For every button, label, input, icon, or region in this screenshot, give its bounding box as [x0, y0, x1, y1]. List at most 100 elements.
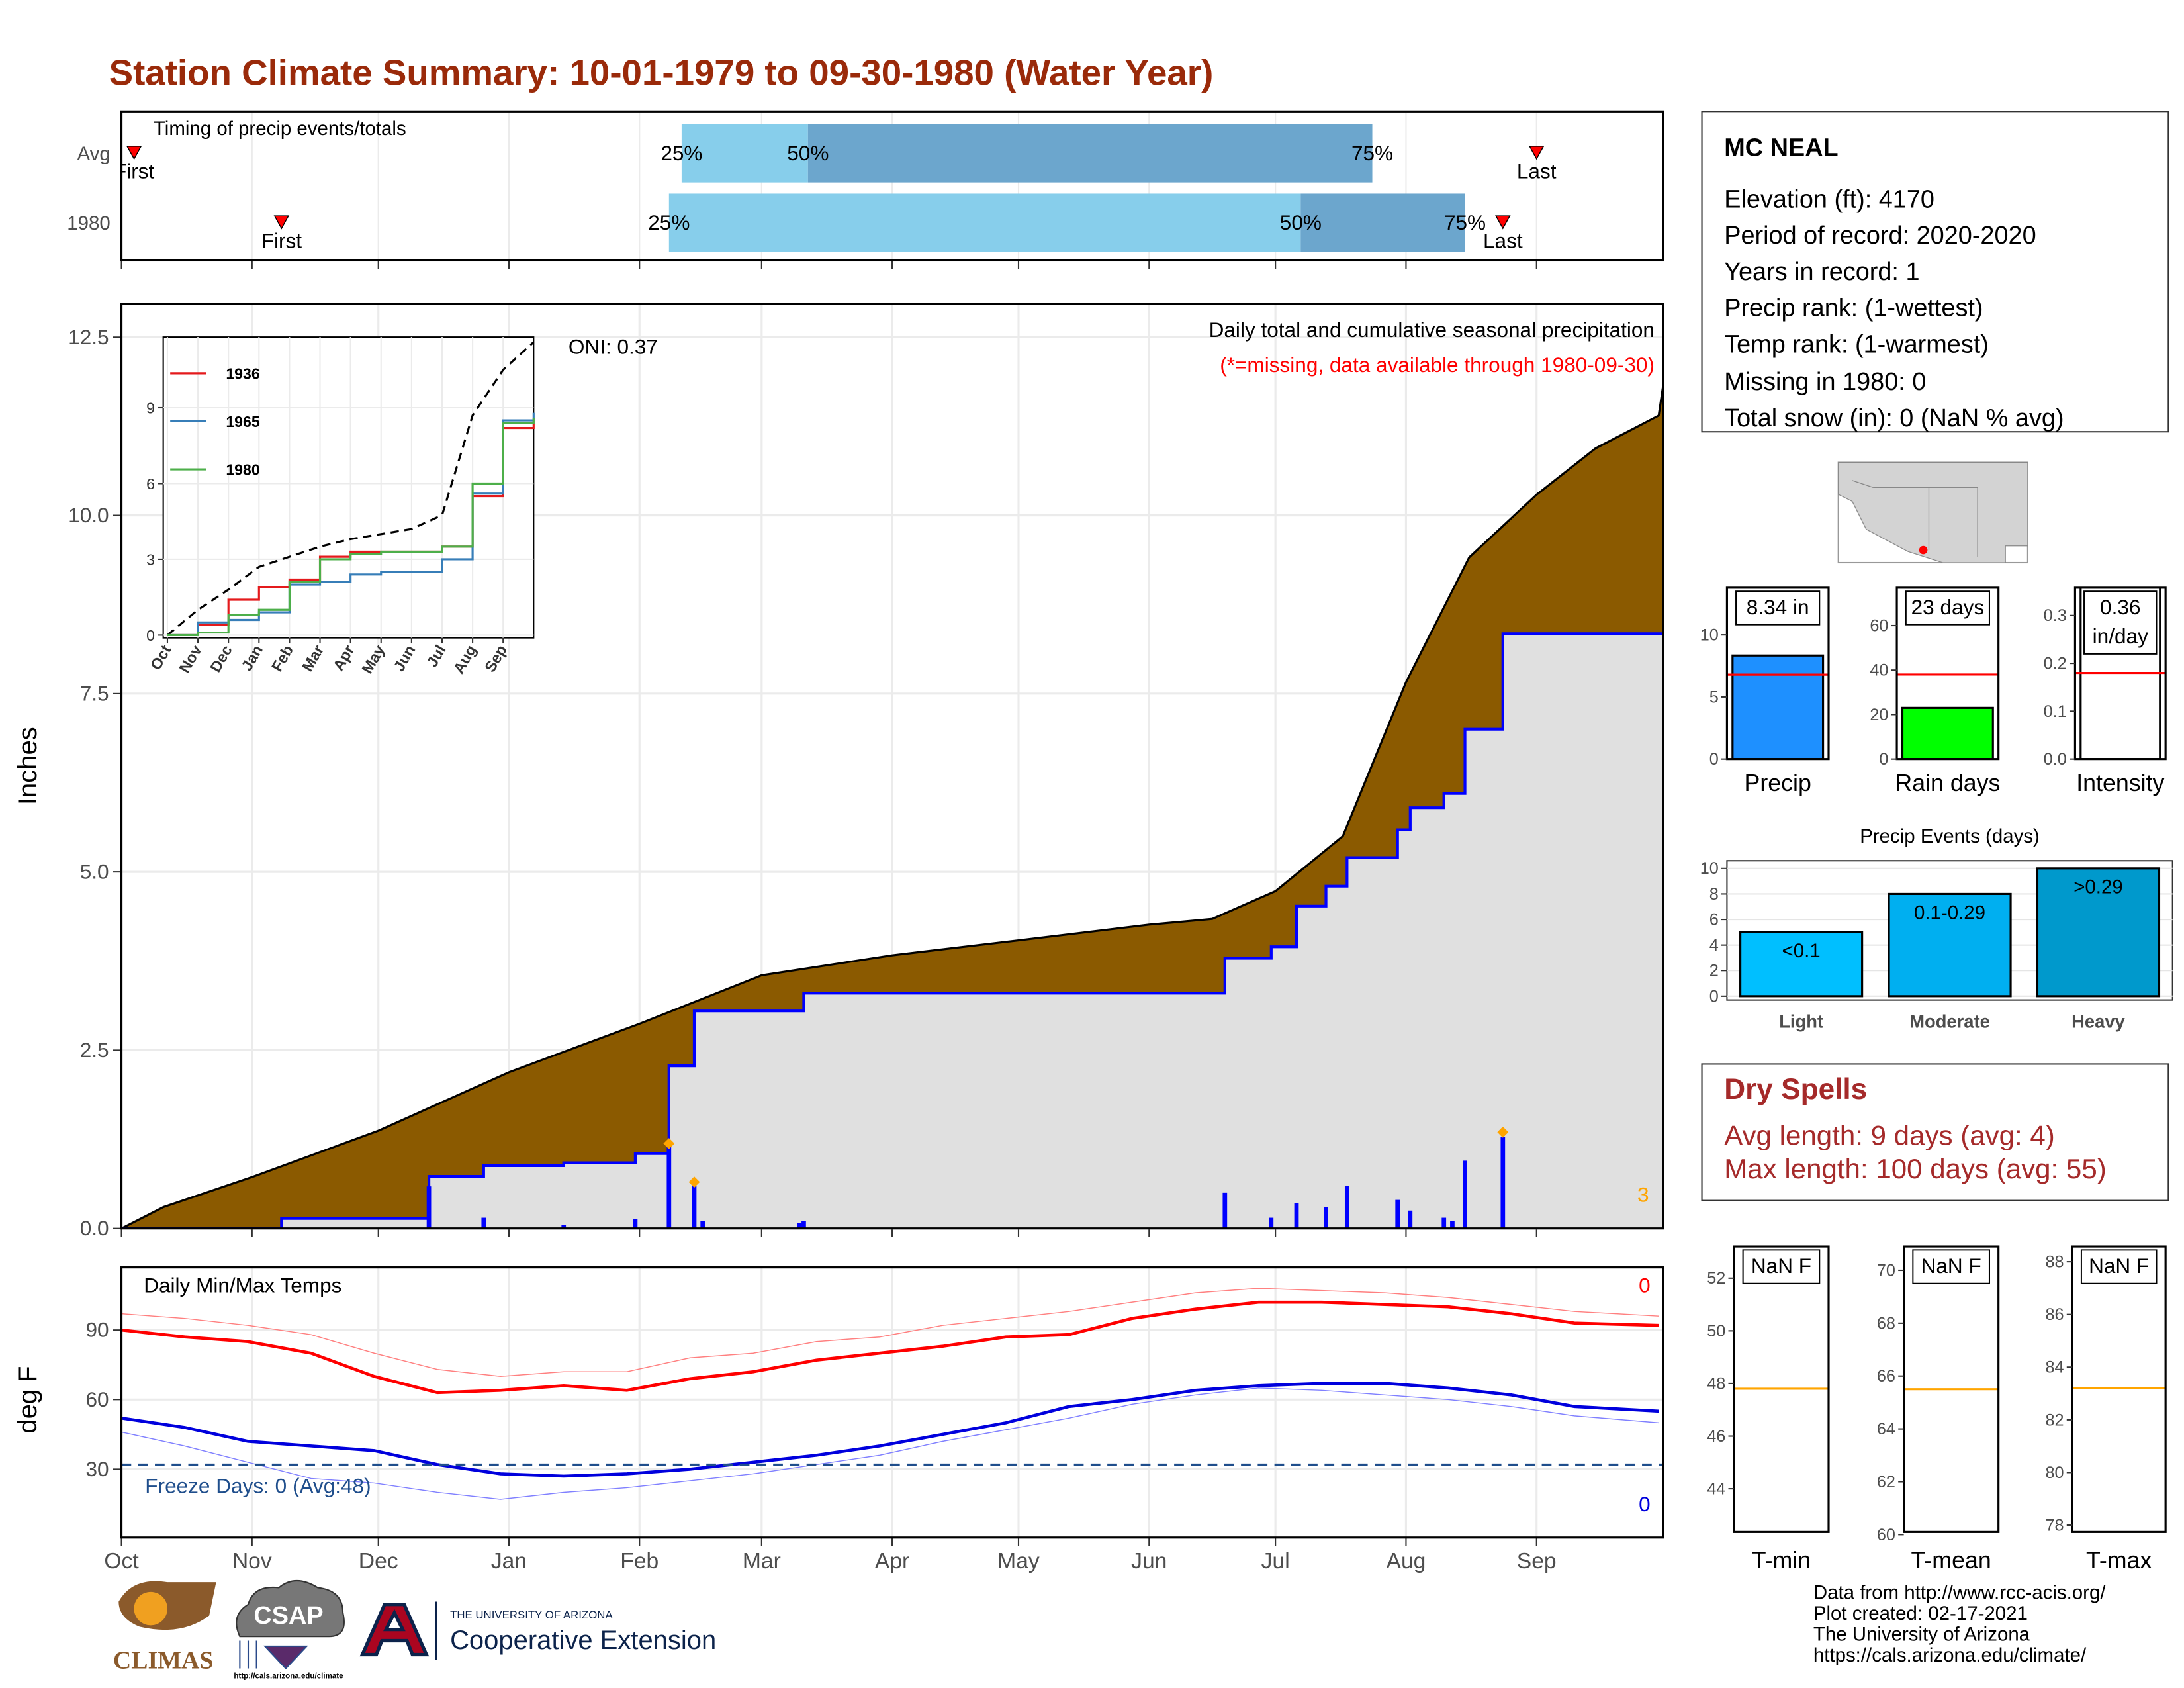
- y-tick-label: 6: [146, 475, 155, 492]
- plot-area: 25% 50% 75% First Last 25% 50% 75% First Last: [122, 124, 1557, 253]
- dry-spells-box: [1701, 1063, 2169, 1201]
- panel-border: [1903, 1245, 2000, 1533]
- daily-bar: [1463, 1160, 1467, 1229]
- count-label: 0: [1639, 1273, 1651, 1297]
- bar: [1739, 931, 1864, 998]
- y-tick-label: 6: [1709, 910, 1719, 929]
- y-tick-label: 4: [1709, 936, 1719, 955]
- value-label: >0.29: [2073, 876, 2123, 898]
- quartile-label: 75%: [1351, 141, 1393, 165]
- dry-spells-line: Avg length: 9 days (avg: 4): [1724, 1119, 2055, 1150]
- event-marker: [1528, 146, 1545, 160]
- inset-panel: [162, 336, 535, 639]
- daily-bar: [1269, 1217, 1274, 1229]
- value-label: 8.34 in: [1735, 590, 1821, 626]
- normal-line: [121, 387, 1663, 1229]
- observed-line: [121, 632, 1663, 1229]
- x-tick-label: Jun: [1131, 1549, 1167, 1573]
- x-tick-label: Light: [1779, 1011, 1823, 1032]
- y-tick-label: 0.2: [2044, 655, 2067, 673]
- quartile-bar: [668, 193, 1301, 252]
- x-tick-label: Jul: [1261, 1549, 1290, 1573]
- dry-spells-line: Max length: 100 days (avg: 55): [1724, 1153, 2107, 1184]
- y-tick-label: 62: [1877, 1473, 1895, 1491]
- value-label-holder: NaN F: [1742, 1249, 1821, 1284]
- quartile-label: 50%: [787, 141, 829, 165]
- y-tick-label: 5: [1709, 688, 1719, 706]
- y-tick-label: 46: [1707, 1427, 1725, 1446]
- value-label-holder: NaN F: [1912, 1249, 1991, 1284]
- y-tick-label: 0.1: [2044, 702, 2067, 721]
- panel-border: [120, 303, 1664, 1230]
- average-line: [166, 341, 535, 636]
- climas-sun: [134, 1591, 167, 1626]
- climas-logo: CLIMAS: [113, 1647, 213, 1675]
- ua-name: THE UNIVERSITY OF ARIZONA: [450, 1609, 613, 1621]
- event-label: Last: [1483, 229, 1523, 253]
- y-tick-label: 3: [146, 551, 155, 568]
- csap-cloud: [236, 1580, 345, 1638]
- y-tick-label: 64: [1877, 1420, 1895, 1438]
- daily-bar: [666, 1145, 672, 1229]
- x-tick-label: Apr: [875, 1549, 909, 1573]
- y-tick-label: 0.0: [2044, 750, 2067, 769]
- x-tick-label: May: [997, 1549, 1040, 1573]
- flag-marker: [663, 1138, 675, 1149]
- csap-logo: CSAP: [253, 1602, 323, 1630]
- panel-border: [1895, 586, 2000, 761]
- legend-label: 1980: [226, 461, 259, 478]
- y-tick-label: 48: [1707, 1374, 1725, 1393]
- bar: [1901, 706, 1994, 759]
- locator-map: [1837, 461, 2028, 564]
- panel-title: Daily Min/Max Temps: [144, 1273, 341, 1297]
- quartile-label: 25%: [648, 211, 690, 234]
- note-value: 3: [1637, 1183, 1649, 1207]
- bar: [2036, 867, 2161, 998]
- ua-logo: [359, 1603, 430, 1657]
- y-tick-label: 20: [1870, 706, 1888, 724]
- y-tick-label: 0: [146, 627, 155, 644]
- y-tick-label: 0: [1879, 750, 1888, 769]
- x-axis-label: T-max: [2086, 1547, 2152, 1573]
- daily-bar: [1344, 1186, 1349, 1229]
- event-marker: [126, 146, 142, 160]
- quartile-label: 75%: [1444, 211, 1486, 234]
- y-tick-label: 82: [2045, 1411, 2064, 1429]
- y-axis-label: Inches: [13, 727, 42, 805]
- value-label: NaN F: [2080, 1249, 2158, 1284]
- event-marker: [1495, 215, 1511, 230]
- y-tick-label: 40: [1870, 661, 1888, 680]
- y-axis-label: deg F: [13, 1366, 42, 1433]
- x-axis-label: T-mean: [1911, 1547, 1991, 1573]
- count-label: 0: [1639, 1492, 1651, 1516]
- y-tick-label: 60: [1870, 616, 1888, 635]
- y-tick-label: 10: [1700, 626, 1719, 645]
- temp-line: [121, 1300, 1659, 1395]
- y-tick-label: 5.0: [80, 860, 109, 884]
- event-label: First: [261, 229, 302, 253]
- value-label: NaN F: [1912, 1249, 1991, 1284]
- value-label-holder: 8.34 in: [1735, 590, 1821, 626]
- station-box: [1701, 111, 2169, 433]
- extension-name: Cooperative Extension: [450, 1626, 716, 1655]
- y-tick-label: 88: [2045, 1253, 2064, 1272]
- value-label-holder: 23 days: [1905, 590, 1991, 626]
- panel-border: [120, 1266, 1664, 1539]
- y-tick-label: 10.0: [68, 503, 109, 527]
- daily-bar: [1441, 1217, 1447, 1229]
- panel-title: Timing of precip events/totals: [154, 118, 406, 140]
- plot-area: [121, 387, 1663, 1229]
- plot-area: [1727, 654, 1829, 759]
- daily-bar: [1294, 1203, 1299, 1229]
- quartile-bar: [807, 124, 1373, 183]
- station-name: MC NEAL: [1724, 134, 1838, 162]
- value-label: 0.36 in/day: [2083, 590, 2158, 655]
- y-tick-label: 2.5: [80, 1038, 109, 1062]
- y-tick-label: 84: [2045, 1358, 2064, 1377]
- credit: Plot created: 02-17-2021: [1813, 1603, 2028, 1624]
- credit: https://cals.arizona.edu/climate/: [1813, 1644, 2087, 1666]
- y-tick-label: 0.0: [80, 1216, 109, 1240]
- y-tick-label: 52: [1707, 1269, 1725, 1288]
- daily-bar: [1395, 1199, 1400, 1229]
- quartile-label: 50%: [1280, 211, 1322, 234]
